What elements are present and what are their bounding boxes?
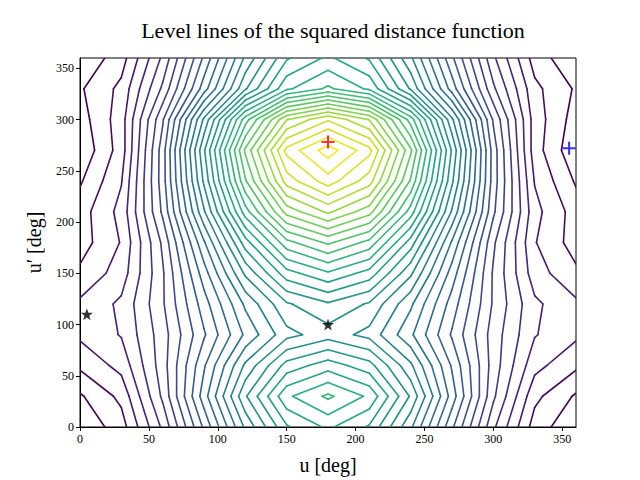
svg-text:150: 150 [56, 266, 74, 280]
svg-text:100: 100 [209, 432, 227, 446]
svg-text:50: 50 [143, 432, 155, 446]
svg-text:u [deg]: u [deg] [299, 454, 356, 477]
svg-text:200: 200 [347, 432, 365, 446]
svg-text:300: 300 [56, 113, 74, 127]
svg-text:200: 200 [56, 215, 74, 229]
svg-text:150: 150 [278, 432, 296, 446]
svg-text:100: 100 [56, 318, 74, 332]
svg-text:350: 350 [56, 61, 74, 75]
svg-text:250: 250 [415, 432, 433, 446]
svg-text:Level lines of the squared dis: Level lines of the squared distance func… [141, 18, 525, 43]
svg-text:250: 250 [56, 164, 74, 178]
svg-text:350: 350 [553, 432, 571, 446]
svg-text:0: 0 [68, 420, 74, 434]
svg-text:50: 50 [62, 369, 74, 383]
svg-text:300: 300 [484, 432, 502, 446]
svg-text:0: 0 [77, 432, 83, 446]
svg-text:u′ [deg]: u′ [deg] [23, 212, 46, 274]
